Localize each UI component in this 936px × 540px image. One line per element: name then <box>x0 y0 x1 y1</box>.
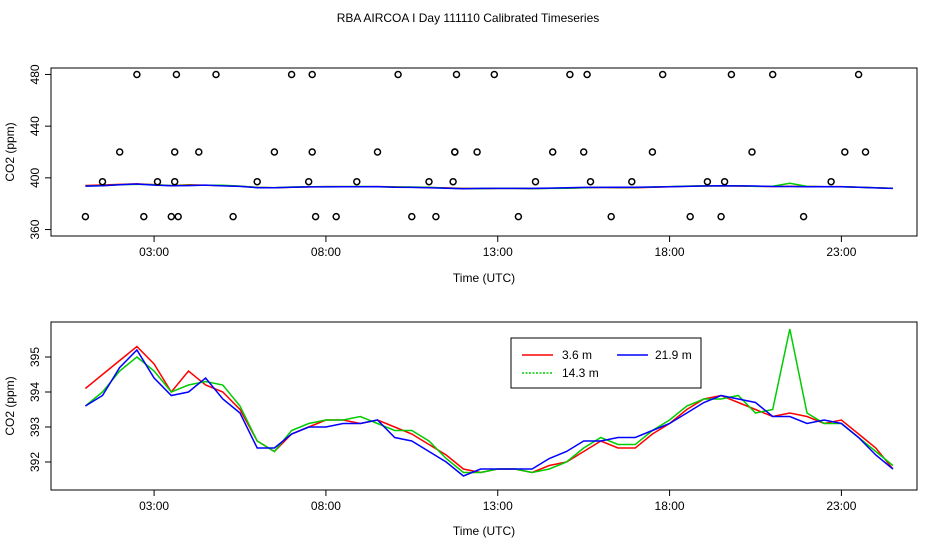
data-point <box>304 177 313 186</box>
bottom-plot-frame <box>50 321 918 491</box>
y-tick-label: 394 <box>28 382 42 402</box>
data-point <box>195 148 203 156</box>
data-point <box>311 212 320 221</box>
data-point <box>748 148 756 156</box>
data-point <box>308 70 316 79</box>
data-point <box>229 212 237 221</box>
series-line <box>84 328 894 474</box>
legend: 3.6 m 14.3 m 21.9 m <box>510 337 702 389</box>
data-point <box>394 70 402 79</box>
x-tick-label: 23:00 <box>826 499 856 513</box>
data-point <box>717 212 725 221</box>
x-tick-label: 18:00 <box>655 499 685 513</box>
data-point <box>658 70 667 79</box>
data-point <box>81 212 90 221</box>
data-point <box>287 70 296 79</box>
data-point <box>861 148 870 156</box>
x-tick-label: 23:00 <box>826 245 856 259</box>
legend-label-3-6m: 3.6 m <box>562 348 592 362</box>
data-point <box>408 212 416 221</box>
data-point <box>566 70 574 79</box>
y-tick-label: 392 <box>28 452 42 472</box>
top-x-axis-label: Time (UTC) <box>453 271 515 285</box>
y-tick-label: 480 <box>28 64 42 84</box>
data-point <box>115 148 124 156</box>
legend-label-21-9m: 21.9 m <box>655 348 692 362</box>
x-tick-label: 08:00 <box>311 245 341 259</box>
data-point <box>579 148 588 156</box>
bottom-y-axis-label: CO2 (ppm) <box>3 376 17 435</box>
data-point <box>170 148 179 156</box>
top-series-lines <box>85 182 893 190</box>
top-y-axis: 360 400 440 480 <box>28 64 51 240</box>
data-point <box>727 70 736 79</box>
bottom-y-axis: 392 393 394 395 <box>28 347 51 472</box>
data-point <box>841 148 849 156</box>
data-point <box>167 212 176 221</box>
figure-title: RBA AIRCOA I Day 111110 Calibrated Times… <box>337 11 600 25</box>
series-line <box>85 348 894 477</box>
x-tick-label: 08:00 <box>311 499 341 513</box>
data-point <box>452 70 461 79</box>
data-point <box>607 212 615 221</box>
data-point <box>432 212 440 221</box>
data-point <box>648 148 657 156</box>
top-plot-frame <box>50 67 918 237</box>
data-point <box>827 177 835 186</box>
data-point <box>799 212 808 221</box>
data-point <box>174 212 182 221</box>
bottom-series-lines <box>84 328 894 477</box>
data-point <box>720 177 729 186</box>
y-tick-label: 393 <box>28 417 42 437</box>
x-tick-label: 13:00 <box>483 245 513 259</box>
data-point <box>548 148 557 156</box>
x-tick-label: 03:00 <box>139 245 169 259</box>
data-point <box>703 177 712 186</box>
bottom-panel: 03:00 08:00 13:00 18:00 23:00 392 393 394 395 T… <box>3 321 918 538</box>
x-tick-label: 13:00 <box>483 499 513 513</box>
top-panel: 03:00 08:00 13:00 18:00 23:00 360 400 440 480 T… <box>3 64 918 285</box>
data-point <box>253 177 261 186</box>
data-point <box>854 70 863 79</box>
top-points <box>81 70 870 221</box>
data-point <box>531 177 540 186</box>
data-point <box>172 70 181 79</box>
data-point <box>583 70 591 79</box>
top-y-axis-label: CO2 (ppm) <box>3 122 17 181</box>
data-point <box>270 148 279 156</box>
y-tick-label: 360 <box>28 219 42 239</box>
y-tick-label: 395 <box>28 347 42 367</box>
data-point <box>628 177 636 186</box>
data-point <box>768 70 777 79</box>
data-point <box>686 212 694 221</box>
data-point <box>212 70 220 79</box>
top-x-axis: 03:00 08:00 13:00 18:00 23:00 <box>139 236 857 259</box>
x-tick-label: 18:00 <box>655 245 685 259</box>
data-point <box>170 177 179 186</box>
bottom-x-axis: 03:00 08:00 13:00 18:00 23:00 <box>139 490 857 513</box>
legend-label-14-3m: 14.3 m <box>562 366 599 380</box>
data-point <box>153 177 162 186</box>
data-point <box>98 177 107 186</box>
data-point <box>473 148 481 156</box>
data-point <box>332 212 340 221</box>
data-point <box>373 148 382 156</box>
series-line <box>85 183 893 190</box>
data-point <box>490 70 499 79</box>
data-point <box>514 212 523 221</box>
x-tick-label: 03:00 <box>139 499 169 513</box>
y-tick-label: 440 <box>28 116 42 136</box>
bottom-x-axis-label: Time (UTC) <box>453 524 515 538</box>
y-tick-label: 400 <box>28 168 42 188</box>
data-point <box>308 148 316 156</box>
data-point <box>449 177 457 186</box>
data-point <box>586 177 595 186</box>
data-point <box>133 70 141 79</box>
data-point <box>425 177 433 186</box>
data-point <box>353 177 361 186</box>
legend-box <box>510 337 702 389</box>
data-point <box>451 148 459 156</box>
data-point <box>140 212 148 221</box>
